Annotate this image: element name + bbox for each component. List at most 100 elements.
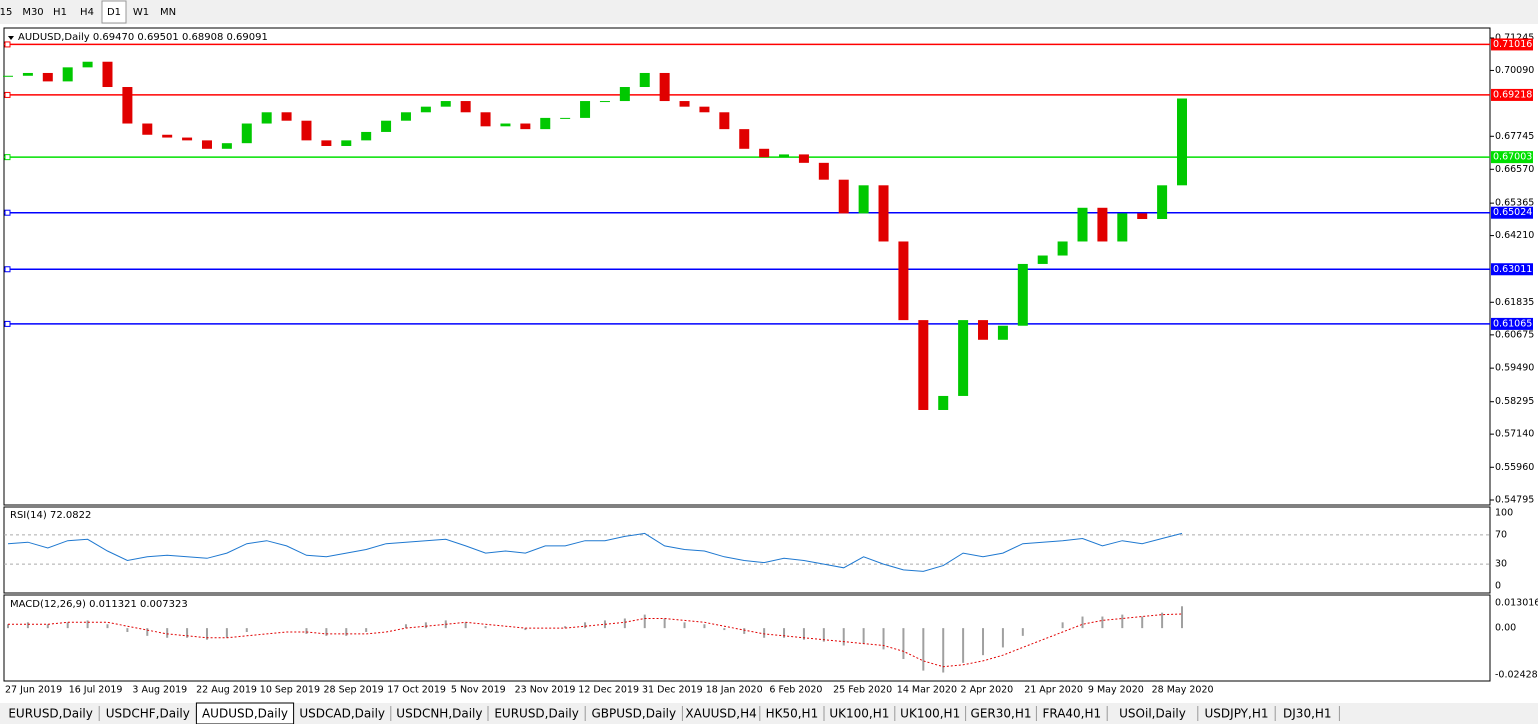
macd-bar (862, 628, 865, 644)
timeframe-button[interactable]: H4 (80, 7, 94, 18)
candle (719, 112, 730, 130)
chart-header: AUDUSD,Daily 0.69470 0.69501 0.68908 0.6… (18, 32, 268, 43)
macd-bar (305, 628, 308, 634)
y-tick-label: 0.65365 (1495, 198, 1534, 209)
tab[interactable]: GBPUSD,Daily (592, 707, 677, 721)
level-label-box (1491, 88, 1533, 101)
candle (599, 101, 610, 103)
y-tick-label: 0.55960 (1495, 462, 1534, 473)
level-label: 0.69218 (1493, 89, 1532, 100)
candle (182, 137, 193, 141)
tab[interactable]: UK100,H1 (900, 707, 960, 721)
candle (261, 112, 272, 124)
tab[interactable]: FRA40,H1 (1042, 707, 1101, 721)
macd-signal (8, 613, 1183, 668)
tab[interactable]: XAUUSD,H4 (685, 707, 756, 721)
date-label: 5 Nov 2019 (451, 685, 506, 696)
date-label: 27 Jun 2019 (5, 685, 62, 696)
timeframe-button[interactable]: D1 (107, 7, 121, 18)
candle (898, 241, 909, 321)
macd-bar (802, 628, 805, 640)
macd-bar (623, 618, 626, 629)
candle (1037, 255, 1048, 264)
level-label: 0.67003 (1493, 152, 1532, 163)
level-label-box (1491, 206, 1533, 219)
menu-arrow (8, 36, 14, 40)
timeframe-button[interactable]: H1 (53, 7, 67, 18)
timeframe-button[interactable]: W1 (133, 7, 149, 18)
macd-bar (763, 628, 766, 638)
rsi-line (7, 532, 1183, 572)
tab[interactable]: USOil,Daily (1119, 707, 1186, 721)
candle (241, 123, 252, 144)
date-label: 28 Sep 2019 (324, 685, 384, 696)
y-tick-label: 0.70090 (1495, 65, 1534, 76)
macd-bar (603, 620, 606, 629)
level-handle (4, 41, 11, 48)
y-tick-label: 0.61835 (1495, 297, 1534, 308)
candle (142, 123, 153, 135)
rsi-tick-label: 100 (1495, 508, 1513, 519)
tab[interactable]: USDCHF,Daily (106, 707, 190, 721)
timeframe-button[interactable]: M30 (22, 7, 43, 18)
tab[interactable]: GER30,H1 (971, 707, 1032, 721)
candle (62, 67, 73, 82)
macd-bar (1181, 606, 1183, 629)
macd-bar (1021, 628, 1024, 636)
tab[interactable]: HK50,H1 (766, 707, 819, 721)
macd-bar (365, 628, 368, 632)
tab-bar (0, 703, 1538, 724)
candle (759, 148, 770, 158)
macd-bar (643, 614, 646, 629)
date-label: 10 Sep 2019 (260, 685, 320, 696)
tab[interactable]: USDJPY,H1 (1205, 707, 1269, 721)
macd-bar (186, 628, 189, 638)
macd-bar (882, 628, 885, 650)
macd-bar (703, 624, 706, 629)
y-tick-label: 0.57140 (1495, 429, 1534, 440)
level-handle (4, 320, 11, 327)
candle (639, 72, 650, 88)
level-label: 0.71016 (1493, 39, 1532, 50)
tab[interactable]: UK100,H1 (829, 707, 889, 721)
macd-bar (842, 628, 845, 646)
rsi-label: RSI(14) 72.0822 (10, 510, 91, 521)
tab-active (195, 702, 295, 724)
candle (1017, 263, 1028, 326)
tab[interactable]: USDCAD,Daily (299, 707, 385, 721)
macd-bar (146, 628, 149, 636)
macd-bar (484, 626, 487, 629)
date-label: 28 May 2020 (1152, 685, 1214, 696)
macd-bar (26, 622, 29, 629)
tab[interactable]: EURUSD,Daily (8, 707, 93, 721)
level-label: 0.63011 (1493, 264, 1532, 275)
date-label: 21 Apr 2020 (1024, 685, 1083, 696)
macd-bar (1081, 616, 1084, 629)
tab[interactable]: EURUSD,Daily (494, 707, 579, 721)
level-label-box (1491, 263, 1533, 276)
macd-bar (345, 628, 348, 636)
candle (878, 185, 889, 242)
macd-bar (66, 622, 69, 629)
candle (460, 101, 471, 113)
macd-bar (962, 628, 965, 663)
macd-bar (106, 624, 109, 629)
tab[interactable]: USDCNH,Daily (396, 707, 482, 721)
tab[interactable]: AUDUSD,Daily (202, 707, 288, 721)
macd-bar (325, 628, 328, 636)
level-label-box (1491, 38, 1533, 51)
macd-bar (723, 628, 726, 631)
macd-bar (942, 628, 945, 673)
macd-bar (584, 622, 587, 629)
macd-label: MACD(12,26,9) 0.011321 0.007323 (10, 599, 188, 610)
timeframe-button[interactable]: MN (160, 7, 176, 18)
candle (162, 134, 173, 138)
timeframe-button[interactable]: 15 (0, 7, 12, 18)
candle (440, 101, 451, 107)
candle (201, 140, 212, 149)
candle (1157, 185, 1168, 220)
tab[interactable]: DJ30,H1 (1283, 707, 1332, 721)
candle (997, 325, 1008, 340)
candle (520, 123, 531, 130)
